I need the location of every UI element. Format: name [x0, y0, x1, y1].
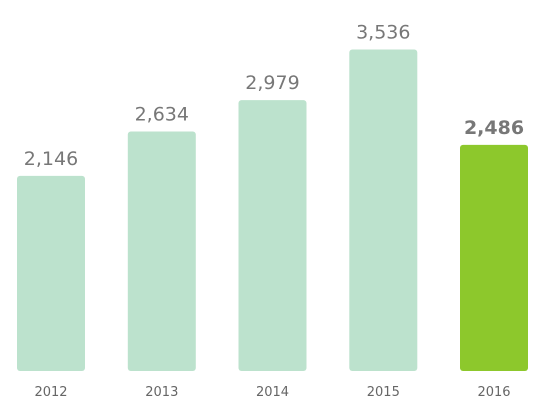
x-tick-2012: 2012 — [34, 385, 67, 400]
x-tick-2016: 2016 — [477, 385, 510, 400]
value-label-2013: 2,634 — [135, 104, 189, 126]
value-label-2012: 2,146 — [24, 148, 78, 170]
bar-2013 — [127, 131, 196, 371]
x-axis-tick-labels: 2012 2013 2014 2015 2016 — [34, 385, 510, 400]
bars-group — [17, 49, 528, 371]
value-label-2015: 3,536 — [356, 22, 410, 44]
x-tick-2015: 2015 — [367, 385, 400, 400]
x-tick-2013: 2013 — [145, 385, 178, 400]
x-tick-2014: 2014 — [256, 385, 289, 400]
value-label-2014: 2,979 — [245, 72, 299, 94]
bar-2016 — [460, 144, 528, 371]
value-label-2016: 2,486 — [464, 117, 524, 139]
bar-2014 — [238, 100, 307, 371]
bar-2015 — [349, 49, 418, 371]
value-labels-group: 2,146 2,634 2,979 3,536 2,486 — [24, 22, 524, 170]
bar-2012 — [17, 175, 85, 371]
